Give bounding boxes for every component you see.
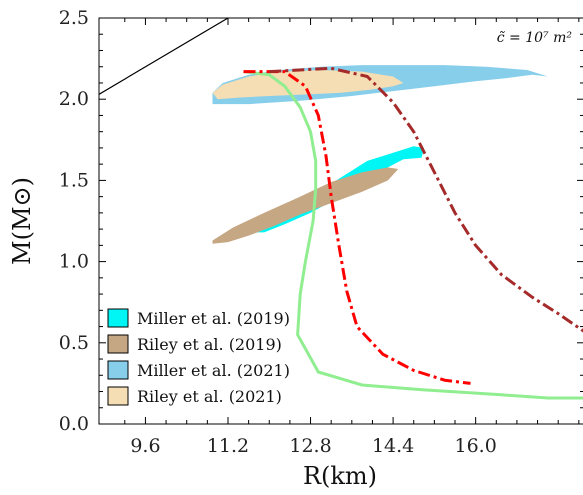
curve-0-solid bbox=[99, 18, 229, 95]
legend-label-miller-et-al-2021: Miller et al. (2021) bbox=[137, 361, 290, 380]
eos-curves bbox=[99, 18, 583, 400]
legend: Miller et al. (2019) Riley et al. (2019) M… bbox=[107, 308, 290, 406]
y-tick-label: 0.0 bbox=[59, 413, 89, 435]
parameter-annotation: c̃ = 10⁷ m² bbox=[497, 30, 573, 46]
x-axis-title: R(km) bbox=[303, 462, 377, 490]
x-tick-label: 9.6 bbox=[130, 435, 160, 457]
legend-swatch-miller-et-al-2019 bbox=[107, 308, 129, 328]
legend-swatch-miller-et-al-2021 bbox=[107, 360, 129, 380]
axis-ticks bbox=[99, 17, 583, 425]
curve-3-dashdot bbox=[269, 66, 583, 333]
legend-label-riley-et-al-2019: Riley et al. (2019) bbox=[137, 335, 282, 354]
x-tick-label: 11.2 bbox=[207, 435, 249, 457]
region-riley-et-al-2021 bbox=[212, 70, 404, 100]
y-tick-label: 1.5 bbox=[59, 169, 89, 191]
credible-regions bbox=[212, 65, 548, 244]
x-tick-label: 12.8 bbox=[289, 435, 331, 457]
legend-label-miller-et-al-2019: Miller et al. (2019) bbox=[137, 309, 290, 328]
y-tick-label: 2.0 bbox=[59, 88, 89, 110]
legend-swatch-riley-et-al-2019 bbox=[107, 334, 129, 354]
y-axis-title: M(M⊙) bbox=[8, 177, 36, 265]
region-riley-et-al-2019 bbox=[212, 167, 399, 244]
y-tick-label: 0.5 bbox=[59, 332, 89, 354]
legend-swatch-riley-et-al-2021 bbox=[107, 386, 129, 406]
legend-label-riley-et-al-2021: Riley et al. (2021) bbox=[137, 387, 282, 406]
plot-frame bbox=[98, 17, 583, 425]
y-tick-label: 1.0 bbox=[59, 251, 89, 273]
x-tick-label: 14.4 bbox=[372, 435, 414, 457]
tick-labels: 9.6 11.2 12.8 14.4 16.0 0.0 0.5 1.0 1.5 2.0 2.5 bbox=[59, 7, 497, 457]
x-tick-label: 16.0 bbox=[454, 435, 496, 457]
curve-2-dashdot bbox=[243, 70, 471, 385]
y-tick-label: 2.5 bbox=[59, 7, 89, 29]
curve-1-solid bbox=[243, 70, 583, 400]
